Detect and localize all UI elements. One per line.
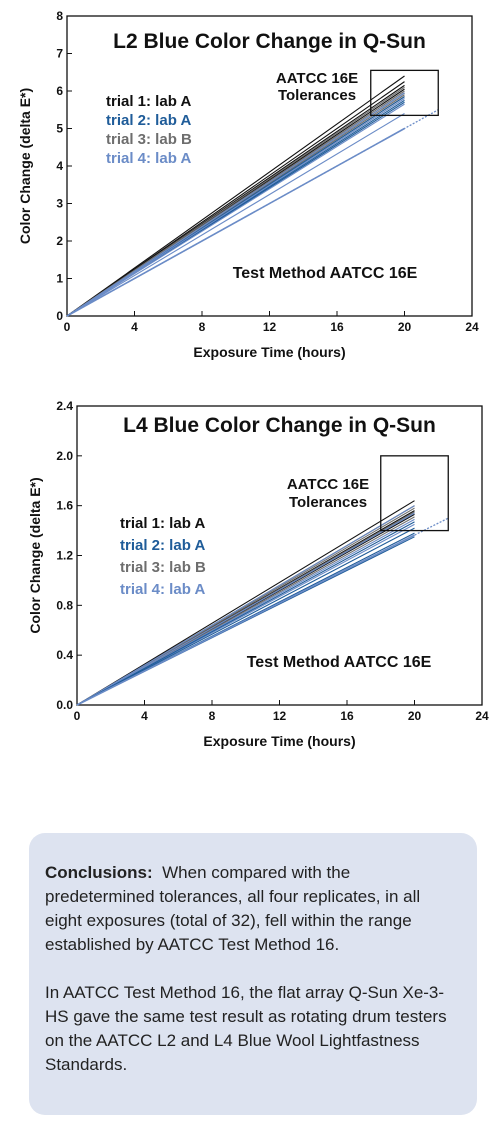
y-tick-label: 2.4 <box>56 399 73 413</box>
x-tick-label: 12 <box>273 709 287 723</box>
x-tick-label: 4 <box>141 709 148 723</box>
tolerance-box <box>380 455 449 532</box>
tolerance-label: AATCC 16E <box>276 70 358 87</box>
x-axis-label: Exposure Time (hours) <box>193 344 345 360</box>
series-line <box>76 512 415 706</box>
y-tick-label: 7 <box>56 47 63 61</box>
series-line <box>66 75 405 317</box>
y-tick-label: 0 <box>56 309 63 323</box>
reference-line-solid <box>76 534 415 706</box>
x-tick-label: 12 <box>263 320 277 334</box>
chart-title: L4 Blue Color Change in Q-Sun <box>123 414 436 437</box>
legend-entry: trial 1: lab A <box>120 515 205 532</box>
x-tick-label: 8 <box>209 709 216 723</box>
tolerance-box <box>370 69 439 117</box>
tolerance-label: Tolerances <box>278 87 356 104</box>
x-axis-label: Exposure Time (hours) <box>203 733 355 749</box>
y-tick-label: 3 <box>56 197 63 211</box>
tolerance-label: AATCC 16E <box>287 476 369 493</box>
y-tick-label: 1.2 <box>56 549 73 563</box>
series-line <box>66 98 405 317</box>
y-tick-label: 1 <box>56 272 63 286</box>
series-line <box>76 527 415 706</box>
x-tick-label: 0 <box>64 320 71 334</box>
conclusions-panel: Conclusions: When compared with the pred… <box>29 833 477 1115</box>
x-tick-label: 0 <box>74 709 81 723</box>
y-tick-label: 6 <box>56 84 63 98</box>
y-tick-label: 4 <box>56 159 63 173</box>
method-label: Test Method AATCC 16E <box>247 654 432 671</box>
x-tick-label: 24 <box>475 709 489 723</box>
y-tick-label: 1.6 <box>56 499 73 513</box>
legend-entry: trial 3: lab B <box>120 559 206 576</box>
legend-entry: trial 3: lab B <box>106 131 192 148</box>
reference-line-solid <box>66 127 405 317</box>
x-tick-label: 8 <box>199 320 206 334</box>
y-tick-label: 2.0 <box>56 449 73 463</box>
method-label: Test Method AATCC 16E <box>233 265 418 282</box>
y-tick-label: 2 <box>56 234 63 248</box>
conclusions-heading: Conclusions: <box>45 863 153 882</box>
x-tick-label: 24 <box>465 320 479 334</box>
y-axis-label: Color Change (delta E*) <box>17 88 33 244</box>
legend-entry: trial 4: lab A <box>106 150 191 167</box>
y-tick-label: 0.0 <box>56 698 73 712</box>
legend-entry: trial 2: lab A <box>106 112 191 129</box>
series-line <box>76 500 415 706</box>
tolerance-label: Tolerances <box>289 494 367 511</box>
chart-title: L2 Blue Color Change in Q-Sun <box>113 30 426 53</box>
conclusions-paragraph-1: Conclusions: When compared with the pred… <box>45 861 461 957</box>
y-tick-label: 5 <box>56 122 63 136</box>
x-tick-label: 20 <box>408 709 422 723</box>
x-tick-label: 16 <box>330 320 344 334</box>
legend-entry: trial 2: lab A <box>120 537 205 554</box>
series-line <box>66 92 405 317</box>
x-tick-label: 16 <box>340 709 354 723</box>
x-tick-label: 20 <box>398 320 412 334</box>
series-line <box>66 103 405 317</box>
x-tick-label: 4 <box>131 320 138 334</box>
conclusions-text-1: When compared with the predetermined tol… <box>45 863 421 954</box>
y-tick-label: 0.8 <box>56 598 73 612</box>
series-line <box>66 113 405 317</box>
series-line <box>76 505 415 706</box>
legend-entry: trial 4: lab A <box>120 581 205 598</box>
conclusions-paragraph-2: In AATCC Test Method 16, the flat array … <box>45 983 447 1074</box>
legend-entry: trial 1: lab A <box>106 93 191 110</box>
y-axis-label: Color Change (delta E*) <box>27 477 43 633</box>
plot-frame <box>66 15 473 317</box>
l4-blue-chart: 0 4 8 12 16 20 24 0.0 0.4 0.8 1.2 1.6 2.0 2.4 Exposure… <box>27 399 489 749</box>
y-tick-label: 0.4 <box>56 648 73 662</box>
series-line <box>76 521 415 706</box>
y-tick-label: 8 <box>56 9 63 23</box>
